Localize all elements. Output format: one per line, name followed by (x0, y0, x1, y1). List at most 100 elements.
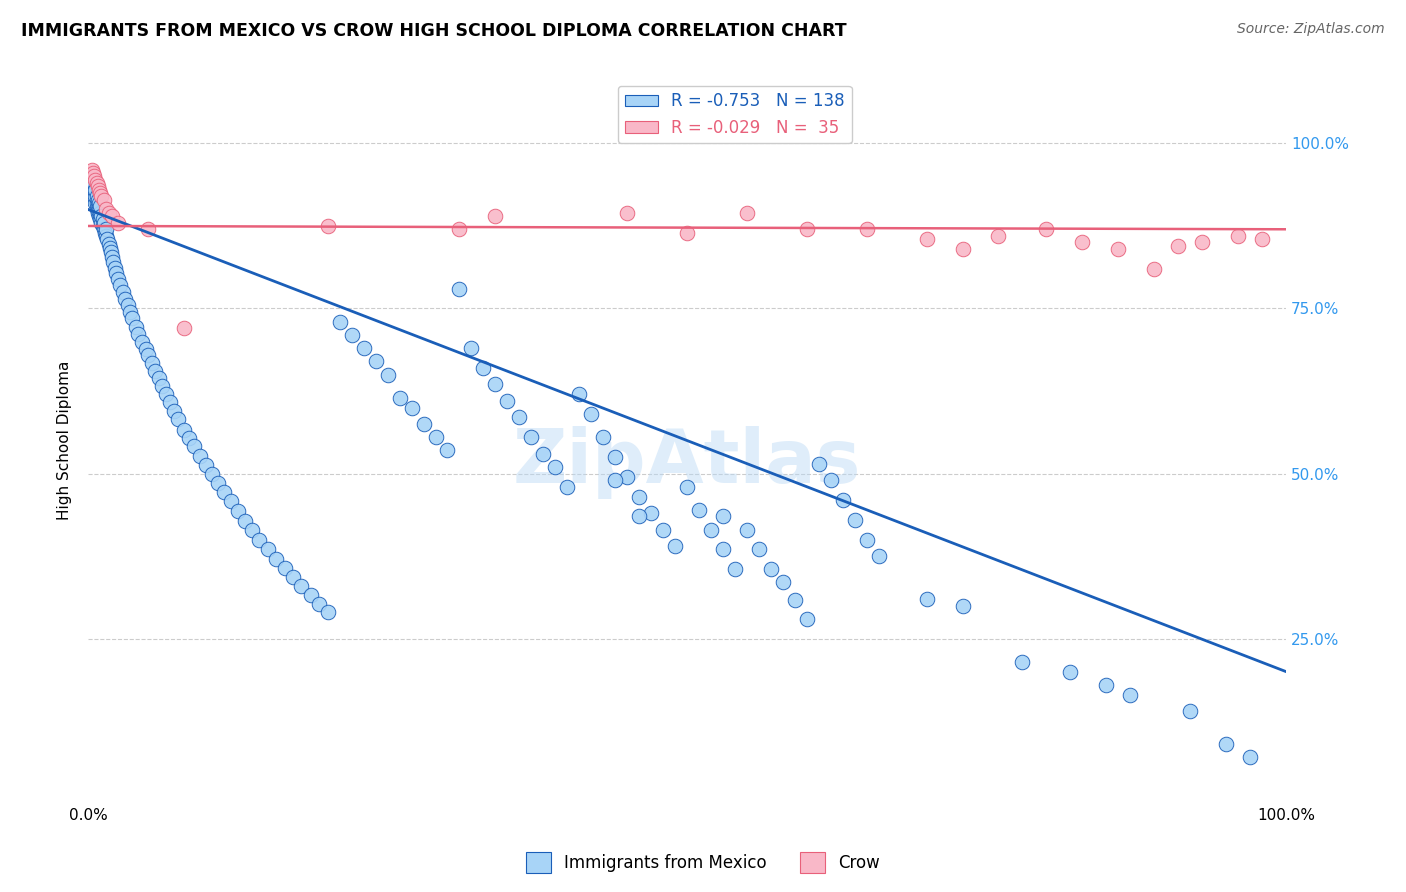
Point (605, 450, 627, 464)
Point (299, 588, 322, 602)
Legend: R = -0.753   N = 138, R = -0.029   N =  35: R = -0.753 N = 138, R = -0.029 N = 35 (619, 86, 852, 144)
Point (117, 298, 139, 312)
Text: ZipAtlas: ZipAtlas (513, 425, 862, 499)
Point (605, 473, 627, 487)
Point (449, 222, 471, 236)
Point (83, 169, 105, 184)
Point (87, 209, 110, 223)
Point (688, 503, 710, 517)
Point (114, 292, 136, 306)
Point (340, 327, 363, 342)
Point (103, 255, 125, 269)
Point (256, 542, 278, 557)
Point (79, 169, 101, 184)
Point (89, 206, 111, 220)
Point (101, 250, 124, 264)
Point (80, 176, 103, 190)
Text: Source: ZipAtlas.com: Source: ZipAtlas.com (1237, 22, 1385, 37)
Point (436, 443, 458, 458)
Point (120, 305, 142, 319)
Point (96, 232, 118, 246)
Point (212, 485, 235, 500)
Point (226, 504, 249, 518)
Point (592, 430, 614, 444)
Point (110, 278, 132, 293)
Point (401, 401, 423, 415)
Point (664, 539, 686, 553)
Point (93, 216, 115, 230)
Point (555, 480, 578, 494)
Point (796, 222, 818, 236)
Point (103, 260, 125, 275)
Point (107, 216, 129, 230)
Point (125, 320, 148, 334)
Point (177, 431, 200, 445)
Point (91, 212, 114, 227)
Point (640, 506, 662, 520)
Point (460, 341, 482, 355)
Point (167, 412, 190, 426)
Point (868, 549, 890, 563)
Point (484, 209, 506, 223)
Point (91, 219, 114, 233)
Point (820, 473, 842, 487)
Point (1119, 688, 1142, 702)
Point (1071, 235, 1094, 250)
Point (93, 193, 115, 207)
Point (520, 430, 543, 444)
Point (1107, 242, 1129, 256)
Point (188, 450, 211, 464)
Point (87, 206, 110, 220)
Point (316, 219, 339, 233)
Point (90, 209, 112, 223)
Point (364, 354, 387, 368)
Point (652, 523, 675, 537)
Point (240, 524, 263, 538)
Point (233, 514, 256, 528)
Point (1227, 228, 1250, 243)
Point (86, 176, 108, 190)
Point (86, 189, 108, 203)
Point (94, 228, 117, 243)
Point (290, 579, 312, 593)
Point (844, 513, 866, 527)
Point (711, 509, 734, 524)
Point (796, 612, 818, 626)
Point (759, 562, 782, 576)
Point (121, 311, 143, 326)
Point (87, 179, 110, 194)
Point (80, 162, 103, 177)
Point (94, 202, 117, 217)
Point (135, 343, 157, 357)
Point (141, 356, 163, 370)
Point (772, 575, 794, 590)
Point (194, 458, 217, 472)
Point (1143, 261, 1166, 276)
Point (87, 193, 110, 207)
Point (724, 562, 747, 576)
Point (496, 393, 519, 408)
Point (700, 523, 723, 537)
Point (90, 189, 112, 203)
Point (163, 404, 186, 418)
Point (104, 266, 127, 280)
Point (82, 166, 104, 180)
Point (100, 244, 122, 259)
Point (676, 226, 699, 240)
Point (987, 228, 1010, 243)
Point (207, 476, 229, 491)
Point (87, 183, 110, 197)
Point (735, 523, 758, 537)
Point (353, 341, 375, 355)
Point (97, 206, 120, 220)
Point (449, 282, 471, 296)
Point (831, 492, 853, 507)
Point (855, 533, 877, 547)
Point (84, 183, 107, 197)
Point (273, 561, 295, 575)
Point (152, 379, 174, 393)
Point (1191, 235, 1213, 250)
Point (472, 360, 495, 375)
Point (783, 593, 806, 607)
Point (98, 241, 121, 255)
